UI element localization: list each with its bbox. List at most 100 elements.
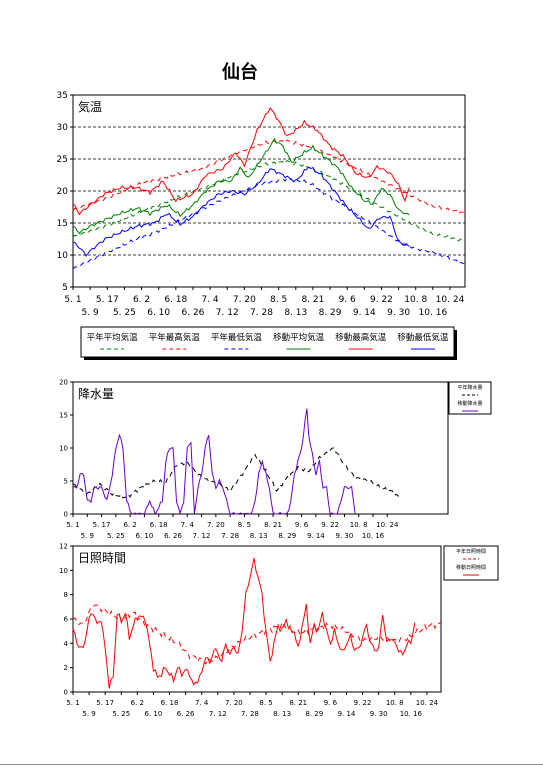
y-tick-label: 10 (57, 251, 69, 261)
x-tick-label: 9. 14 (353, 308, 376, 318)
x-tick-label: 10. 8 (404, 295, 427, 305)
x-tick-label: 5. 17 (93, 521, 111, 529)
x-tick-label: 10. 24 (376, 521, 399, 529)
y-tick-label: 8 (64, 591, 68, 599)
x-tick-label: 9. 22 (354, 699, 372, 707)
x-tick-label: 6. 2 (131, 699, 144, 707)
x-tick-label: 8. 29 (319, 308, 342, 318)
x-tick-label: 8. 13 (284, 308, 307, 318)
legend-label: 移動最高気温 (335, 332, 387, 343)
y-tick-label: 6 (64, 615, 69, 623)
legend-label: 移動最低気温 (397, 332, 449, 343)
x-tick-label: 7. 4 (195, 699, 209, 707)
x-tick-label: 5. 25 (112, 710, 130, 718)
x-tick-label: 7. 20 (225, 699, 243, 707)
x-tick-label: 9. 6 (339, 295, 356, 305)
x-tick-label: 5. 25 (107, 532, 125, 540)
x-tick-label: 5. 9 (81, 532, 94, 540)
y-tick-label: 10 (59, 567, 68, 575)
page-bottom-rule (0, 764, 543, 765)
x-tick-label: 10. 8 (350, 521, 368, 529)
y-tick-label: 5 (62, 283, 68, 293)
legend-label: 移動降水量 (457, 400, 482, 407)
series-line-4 (72, 137, 410, 235)
x-tick-label: 6. 26 (182, 308, 205, 318)
chart-2: 0 5 10 15 20 5. 1 5. 17 6. 2 6. 18 7. 4 7. 20 8. 5 8… (59, 378, 492, 540)
y-tick-label: 0 (64, 510, 68, 518)
x-tick-label: 8. 13 (273, 710, 291, 718)
y-tick-label: 20 (57, 187, 69, 197)
x-tick-label: 8. 5 (270, 295, 287, 305)
y-tick-label: 12 (59, 542, 68, 550)
x-tick-label: 10. 16 (419, 308, 448, 318)
x-tick-label: 5. 9 (82, 710, 95, 718)
x-tick-label: 7. 12 (209, 710, 227, 718)
x-tick-label: 9. 6 (324, 699, 338, 707)
x-tick-label: 7. 12 (193, 532, 211, 540)
legend-label: 平年最低気温 (211, 332, 263, 343)
x-tick-label: 7. 28 (241, 710, 259, 718)
x-tick-label: 5. 1 (66, 699, 79, 707)
legend-box (448, 381, 492, 415)
x-tick-label: 5. 25 (113, 308, 136, 318)
legend-box (80, 326, 455, 358)
chart-title: 気温 (78, 99, 102, 114)
x-tick-label: 6. 2 (123, 521, 136, 529)
series-line-3 (72, 177, 466, 270)
x-tick-label: 10. 24 (416, 699, 439, 707)
chart-title: 日照時間 (78, 551, 126, 565)
x-tick-label: 8. 21 (264, 521, 282, 529)
x-tick-label: 9. 30 (336, 532, 354, 540)
x-tick-label: 7. 28 (250, 308, 273, 318)
x-tick-label: 8. 5 (238, 521, 251, 529)
plot-frame (72, 381, 449, 515)
x-tick-label: 9. 22 (370, 295, 393, 305)
series-line-6 (72, 166, 410, 257)
x-tick-label: 6. 26 (164, 532, 182, 540)
x-tick-label: 7. 20 (207, 521, 225, 529)
x-tick-label: 8. 29 (278, 532, 296, 540)
x-tick-label: 5. 17 (96, 295, 119, 305)
legend-box (443, 545, 499, 581)
x-tick-label: 8. 5 (259, 699, 272, 707)
y-tick-label: 5 (64, 477, 68, 485)
series-line-2 (72, 139, 466, 215)
y-tick-label: 25 (57, 155, 68, 165)
series-line-2 (72, 557, 416, 689)
x-tick-label: 8. 13 (250, 532, 268, 540)
y-tick-label: 2 (64, 664, 68, 672)
x-tick-label: 7. 12 (216, 308, 239, 318)
series-line-5 (72, 107, 410, 216)
x-tick-label: 9. 22 (321, 521, 339, 529)
x-tick-label: 9. 14 (307, 532, 325, 540)
x-tick-label: 10. 24 (436, 295, 465, 305)
x-tick-label: 7. 20 (233, 295, 256, 305)
chart-3: 0 2 4 6 8 10 12 5. 1 5. 17 6. 2 6. 18 7. 4 7. 20 8. 5… (59, 542, 499, 718)
series-line-2 (72, 408, 356, 516)
x-tick-label: 10. 16 (400, 710, 423, 718)
x-tick-label: 6. 10 (147, 308, 170, 318)
x-tick-label: 6. 18 (161, 699, 179, 707)
y-tick-label: 35 (57, 91, 68, 101)
y-tick-label: 15 (59, 411, 68, 419)
legend-label: 平年降水量 (457, 384, 482, 391)
y-tick-label: 4 (64, 640, 69, 648)
x-tick-label: 7. 4 (201, 295, 218, 305)
y-tick-label: 20 (59, 378, 68, 386)
page-title: 仙台 (222, 62, 258, 83)
chart-title: 降水量 (78, 387, 114, 401)
x-tick-label: 5. 1 (64, 295, 81, 305)
x-tick-label: 8. 21 (289, 699, 307, 707)
legend-label: 移動日照時間 (456, 564, 486, 571)
legend-label: 平年日照時間 (456, 548, 486, 555)
y-tick-label: 30 (57, 123, 69, 133)
y-tick-label: 10 (59, 444, 68, 452)
x-tick-label: 6. 10 (136, 532, 154, 540)
x-tick-label: 6. 18 (150, 521, 168, 529)
legend-label: 移動平均気温 (273, 332, 325, 343)
x-tick-label: 9. 30 (387, 308, 410, 318)
x-tick-label: 8. 21 (301, 295, 324, 305)
x-tick-label: 9. 14 (338, 710, 356, 718)
x-tick-label: 5. 9 (82, 308, 99, 318)
